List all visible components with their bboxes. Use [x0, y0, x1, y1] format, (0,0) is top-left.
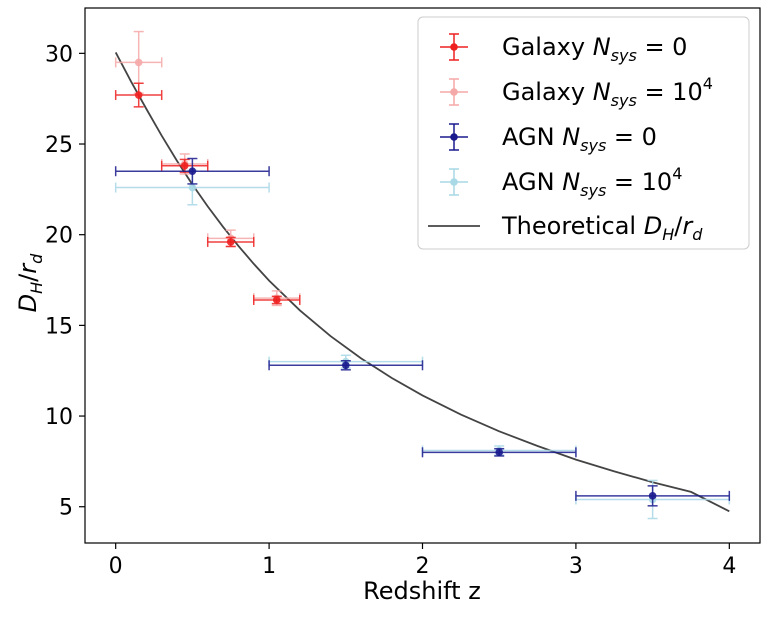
- data-point: [226, 238, 235, 246]
- y-tick-label: 20: [45, 224, 73, 249]
- x-tick-label: 2: [416, 554, 430, 579]
- legend-label: AGN Nsys = 104: [502, 164, 682, 200]
- data-point: [134, 58, 143, 67]
- legend: Galaxy Nsys = 0 Galaxy Nsys = 104 AGN Nsys…: [417, 16, 750, 250]
- data-point: [188, 167, 197, 176]
- data-point: [341, 361, 350, 370]
- x-tick-label: 4: [722, 554, 736, 579]
- data-point: [180, 161, 189, 170]
- data-point: [134, 91, 143, 99]
- x-tick-label: 3: [569, 554, 583, 579]
- data-point: [272, 296, 281, 304]
- data-point: [188, 183, 197, 192]
- legend-box: [417, 16, 750, 250]
- axes: 0 1 2 3 4 5 10 15 20 25 30: [45, 7, 761, 579]
- x-tick-label: 1: [262, 554, 276, 579]
- legend-label: Galaxy Nsys = 104: [502, 74, 713, 110]
- theory-curve: [114, 51, 730, 513]
- data-point: [495, 448, 504, 457]
- legend-dot: [450, 178, 458, 186]
- legend-label: AGN Nsys = 0: [502, 123, 657, 155]
- y-axis-label: DH/rd: [14, 253, 46, 312]
- legend-dot: [450, 43, 458, 51]
- y-tick-label: 5: [59, 496, 73, 521]
- legend-dot: [450, 133, 458, 141]
- legend-label: Galaxy Nsys = 0: [502, 33, 687, 65]
- y-tick-label: 10: [45, 405, 73, 430]
- series-2: [114, 157, 731, 507]
- legend-dot: [450, 88, 458, 96]
- series-0: [114, 82, 301, 305]
- x-axis-label: Redshift z: [363, 577, 481, 605]
- y-tick-label: 25: [45, 133, 73, 158]
- plot-area: [114, 30, 731, 520]
- data-point: [648, 492, 657, 500]
- legend-label: Theoretical DH/rd: [501, 212, 703, 244]
- y-tick-label: 30: [45, 42, 73, 67]
- y-tick-label: 15: [45, 314, 73, 339]
- x-tick-label: 0: [109, 554, 123, 579]
